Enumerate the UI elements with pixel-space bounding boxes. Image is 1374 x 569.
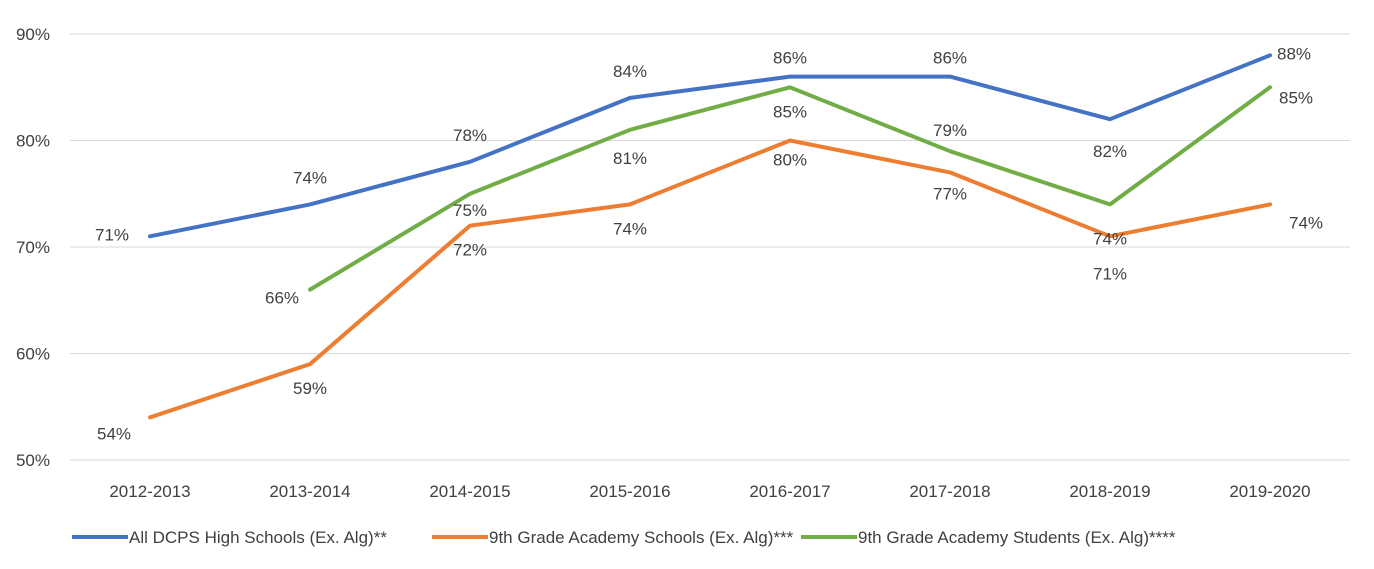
data-label: 80%	[773, 151, 807, 170]
legend-label: 9th Grade Academy Students (Ex. Alg)****	[858, 528, 1176, 547]
x-tick-label: 2014-2015	[429, 482, 510, 501]
data-label: 74%	[1289, 213, 1323, 232]
data-label: 75%	[453, 201, 487, 220]
y-tick-label: 50%	[16, 451, 50, 470]
data-label: 84%	[613, 62, 647, 81]
series-line-0	[148, 53, 1272, 239]
x-tick-label: 2016-2017	[749, 482, 830, 501]
legend: All DCPS High Schools (Ex. Alg)** 9th Gra…	[72, 528, 1176, 547]
data-label: 81%	[613, 149, 647, 168]
data-label: 74%	[1093, 229, 1127, 248]
legend-label: 9th Grade Academy Schools (Ex. Alg)***	[489, 528, 794, 547]
x-axis-ticks: 2012-2013 2013-2014 2014-2015 2015-2016 2016…	[109, 482, 1310, 501]
series-lines	[148, 53, 1272, 420]
data-label: 71%	[95, 225, 129, 244]
y-tick-label: 70%	[16, 238, 50, 257]
data-label: 54%	[97, 424, 131, 443]
data-label: 82%	[1093, 142, 1127, 161]
legend-label: All DCPS High Schools (Ex. Alg)**	[129, 528, 387, 547]
data-label: 85%	[1279, 88, 1313, 107]
series-line-2	[308, 85, 1272, 292]
x-tick-label: 2017-2018	[909, 482, 990, 501]
x-tick-label: 2019-2020	[1229, 482, 1310, 501]
x-tick-label: 2015-2016	[589, 482, 670, 501]
data-label: 77%	[933, 184, 967, 203]
data-label: 74%	[613, 219, 647, 238]
data-label: 88%	[1277, 44, 1311, 63]
data-label: 86%	[933, 49, 967, 68]
data-labels: 71% 74% 78% 84% 86% 86% 82% 88% 54% 59% 72% 74% 80% 7…	[95, 44, 1323, 443]
data-label: 72%	[453, 241, 487, 260]
y-axis-ticks: 50% 60% 70% 80% 90%	[16, 25, 50, 470]
x-tick-label: 2012-2013	[109, 482, 190, 501]
y-tick-label: 90%	[16, 25, 50, 44]
series-line-1	[148, 138, 1272, 420]
y-tick-label: 60%	[16, 345, 50, 364]
data-label: 59%	[293, 379, 327, 398]
data-label: 86%	[773, 49, 807, 68]
data-label: 71%	[1093, 264, 1127, 283]
data-label: 78%	[453, 126, 487, 145]
data-label: 85%	[773, 102, 807, 121]
data-label: 66%	[265, 289, 299, 308]
grid-lines	[70, 33, 1350, 461]
x-tick-label: 2018-2019	[1069, 482, 1150, 501]
data-label: 79%	[933, 121, 967, 140]
data-label: 74%	[293, 168, 327, 187]
y-tick-label: 80%	[16, 132, 50, 151]
x-tick-label: 2013-2014	[269, 482, 350, 501]
